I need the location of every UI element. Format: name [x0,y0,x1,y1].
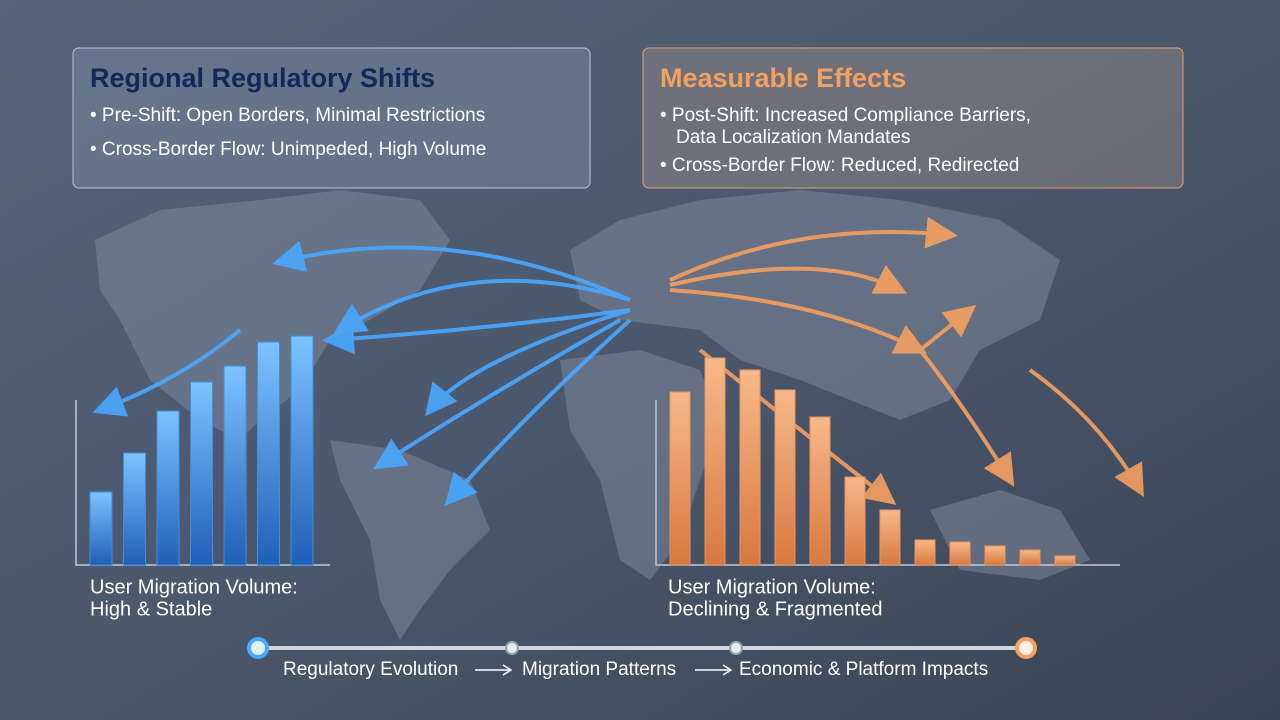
bar [984,545,1006,566]
chart-caption: User Migration Volume: [90,576,298,598]
bar [1054,555,1076,566]
bar [190,381,213,566]
timeline-arrow [695,664,733,676]
bar [89,491,113,566]
bar [879,509,901,566]
bar [1019,549,1041,566]
timeline-node [729,641,743,655]
timeline-step: Regulatory Evolution [283,659,458,680]
bar [739,369,761,566]
bar [156,410,180,566]
panel-bullet: • Pre-Shift: Open Borders, Minimal Restr… [90,105,485,126]
left-panel [72,47,591,189]
timeline-step: Economic & Platform Impacts [739,659,988,680]
panel-bullet: Data Localization Mandates [676,127,910,148]
bar [914,539,936,566]
panel-bullet: • Cross-Border Flow: Reduced, Redirected [660,155,1019,176]
chart-caption: Declining & Fragmented [668,598,883,620]
bar [290,335,314,566]
blue-flows [92,240,632,507]
timeline-node [1015,637,1037,659]
timeline-node [247,637,269,659]
right-panel [642,47,1184,189]
panel-title: Regional Regulatory Shifts [90,63,435,93]
bar [844,476,866,566]
bar [809,416,831,566]
panel-bullet: • Cross-Border Flow: Unimpeded, High Vol… [90,139,486,160]
chart-caption: High & Stable [90,598,212,620]
timeline-step: Migration Patterns [522,659,676,680]
panel-bullet: • Post-Shift: Increased Compliance Barri… [660,105,1031,126]
bar [669,391,691,566]
bar [949,541,971,566]
bar [257,341,280,566]
bar [774,389,796,566]
chart-caption: User Migration Volume: [668,576,876,598]
bar [704,357,726,566]
panel-title: Measurable Effects [660,63,906,93]
timeline-arrow [475,664,513,676]
bar [223,365,247,566]
bar [123,452,146,566]
timeline-node [505,641,519,655]
